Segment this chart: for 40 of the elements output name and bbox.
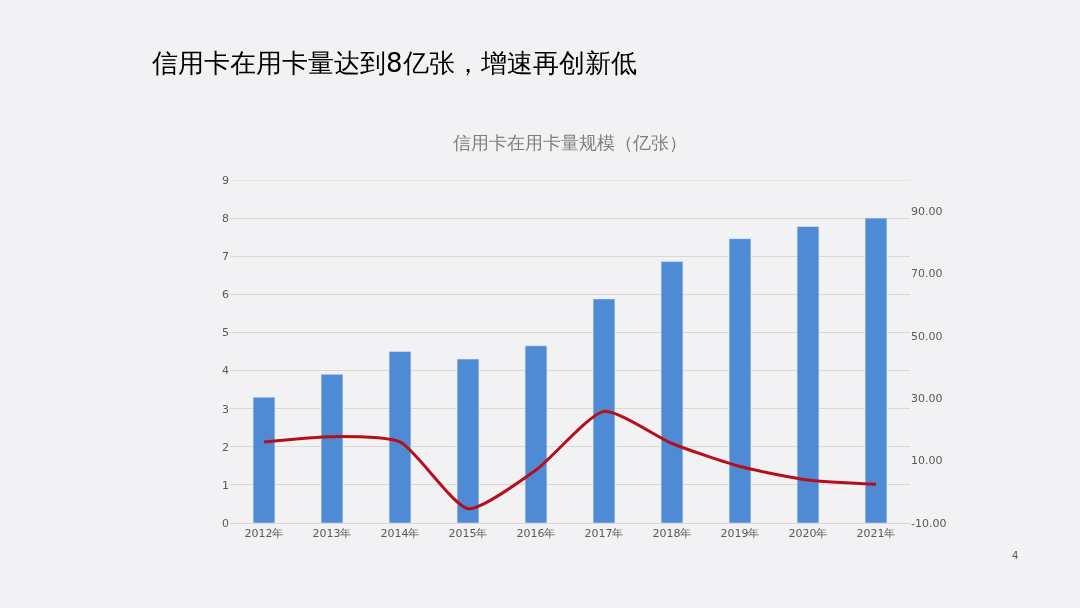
x-tick-label: 2014年 [380,527,420,541]
x-tick-label: 2021年 [856,527,896,541]
chart-subtitle: 信用卡在用卡量规模（亿张） [453,132,687,153]
y-tick-label: 5 [222,326,229,340]
y-tick-label: 2 [222,440,229,454]
x-tick-label: 2013年 [312,527,352,541]
y2-tick-label: 70.00 [911,267,943,281]
text: 4 [1012,550,1019,561]
x-tick-label: 2016年 [516,527,556,541]
y-tick-label: 3 [222,402,229,416]
y2-tick-label: 90.00 [911,205,943,219]
y2-tick-label: 50.00 [911,329,943,343]
y2-tick-label: 10.00 [911,454,943,468]
bar [524,345,548,523]
bar [728,238,752,523]
bar [320,374,344,523]
chart-title: 信用卡在用卡量达到8亿张，增速再创新低 [152,48,637,78]
y-tick-label: 0 [222,516,229,530]
y-tick-label: 9 [222,173,229,187]
y-tick-label: 8 [222,211,229,225]
line-series [262,409,878,511]
bar [796,226,820,523]
y2-tick-label: 30.00 [911,392,943,406]
x-tick-label: 2017年 [584,527,624,541]
y-tick-label: 6 [222,288,229,302]
x-tick-label: 2020年 [788,527,828,541]
bar [456,358,480,523]
y-tick-label: 4 [222,364,229,378]
bar [660,261,684,523]
x-tick-label: 2015年 [448,527,488,541]
x-tick-label: 2012年 [244,527,284,541]
x-tick-label: 2019年 [720,527,760,541]
x-tick-label: 2018年 [652,527,692,541]
bar [388,351,412,523]
bar [252,396,276,523]
y-tick-label: 7 [222,250,229,264]
bar [592,298,616,523]
y-tick-label: 1 [222,478,229,492]
bar [864,217,888,523]
y2-tick-label: -10.00 [911,516,947,530]
